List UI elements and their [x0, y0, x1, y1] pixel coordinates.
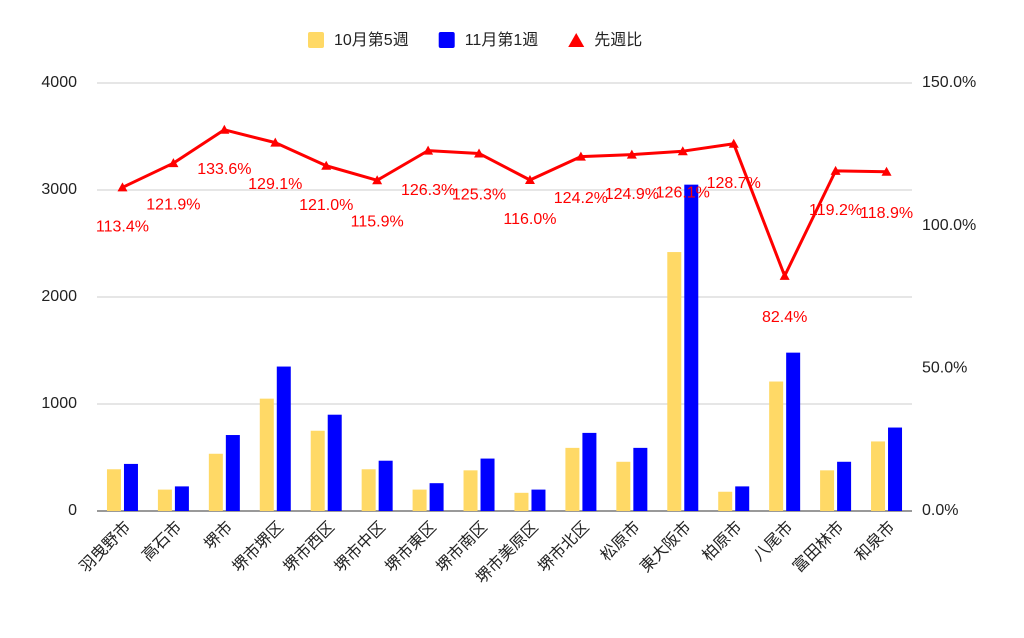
- x-tick-label: 和泉市: [852, 518, 899, 565]
- line-marker: [474, 148, 485, 158]
- bar: [820, 470, 835, 511]
- data-label: 128.7%: [707, 175, 761, 192]
- bar: [735, 486, 750, 511]
- data-label: 126.3%: [401, 182, 455, 199]
- legend-label: 11月第1週: [465, 31, 539, 49]
- y-tick-label: 3000: [41, 181, 77, 198]
- x-tick-label: 堺市北区: [535, 518, 593, 576]
- line: [121, 128, 887, 278]
- legend-marker: [438, 32, 455, 48]
- line-marker: [270, 137, 281, 147]
- bar: [786, 352, 801, 511]
- bar: [718, 491, 733, 511]
- data-label: 119.2%: [809, 202, 862, 219]
- bar: [565, 447, 580, 511]
- bar: [259, 398, 274, 511]
- bar: [667, 252, 682, 511]
- x-tick-label: 堺市堺区: [229, 518, 287, 576]
- y2-tick-label: 100.0%: [922, 217, 976, 234]
- x-tick-label: 富田林市: [789, 518, 847, 576]
- data-label: 115.9%: [351, 214, 404, 231]
- line-marker: [372, 175, 383, 185]
- data-label: 82.4%: [762, 309, 807, 326]
- data-label: 133.6%: [197, 161, 251, 178]
- data-label: 116.0%: [503, 211, 556, 228]
- bar: [174, 486, 189, 511]
- y-tick-label: 4000: [41, 74, 77, 91]
- x-tick-label: 八尾市: [750, 518, 797, 565]
- x-tick-label: 堺市中区: [331, 518, 389, 576]
- line-marker: [626, 149, 637, 159]
- data-label: 121.0%: [299, 197, 353, 214]
- y-tick-label: 2000: [41, 288, 77, 305]
- data-label: 121.9%: [146, 196, 200, 213]
- x-tick-label: 高石市: [139, 518, 186, 565]
- bar: [276, 366, 291, 511]
- bar: [871, 441, 886, 511]
- data-label: 113.4%: [96, 219, 149, 236]
- bar: [361, 469, 376, 511]
- bar: [157, 489, 172, 511]
- x-tick-label: 堺市西区: [280, 518, 338, 576]
- bar: [106, 469, 121, 511]
- bar: [480, 458, 495, 511]
- line-marker: [779, 270, 790, 280]
- legend-marker: [568, 33, 585, 47]
- y2-tick-label: 50.0%: [922, 360, 967, 377]
- bar: [633, 447, 648, 511]
- line-marker: [117, 182, 128, 192]
- legend-label: 先週比: [594, 31, 642, 49]
- x-tick-label: 堺市東区: [382, 518, 440, 576]
- bar: [888, 427, 903, 511]
- bar: [837, 461, 852, 511]
- bar: [769, 381, 784, 511]
- x-tick-label: 堺市: [201, 518, 236, 553]
- x-tick-label: 松原市: [597, 518, 644, 565]
- y-tick-label: 1000: [41, 395, 77, 412]
- bar: [310, 430, 325, 511]
- data-label: 129.1%: [248, 176, 302, 193]
- bar: [514, 492, 529, 511]
- x-tick-label: 東大阪市: [637, 518, 695, 576]
- bar: [123, 463, 138, 511]
- x-tick-label: 柏原市: [699, 518, 746, 565]
- line-marker: [830, 165, 841, 175]
- bar: [531, 489, 546, 511]
- bar: [684, 184, 699, 511]
- bar: [582, 432, 597, 511]
- line-marker: [423, 145, 434, 155]
- line-marker: [677, 146, 688, 156]
- x-tick-label: 羽曳野市: [76, 518, 134, 576]
- bar: [225, 435, 240, 511]
- bar: [616, 461, 631, 511]
- line-marker: [321, 160, 332, 170]
- bar: [378, 460, 393, 511]
- bar: [429, 483, 444, 511]
- line-marker: [881, 166, 892, 176]
- legend-marker: [308, 32, 324, 48]
- line-marker: [728, 138, 739, 148]
- bar: [208, 453, 223, 511]
- y2-tick-label: 0.0%: [922, 502, 958, 519]
- data-label: 125.3%: [452, 187, 506, 204]
- bar: [327, 414, 342, 511]
- data-label: 126.1%: [656, 184, 710, 201]
- legend-label: 10月第5週: [334, 31, 409, 49]
- y2-tick-label: 150.0%: [922, 74, 976, 91]
- data-label: 124.9%: [605, 186, 659, 203]
- data-label: 124.2%: [554, 190, 608, 207]
- line-marker: [575, 151, 586, 161]
- bar: [463, 470, 478, 511]
- bar: [412, 489, 427, 511]
- data-label: 118.9%: [860, 205, 913, 222]
- line-marker: [524, 175, 535, 185]
- line-marker: [168, 158, 179, 168]
- line-marker: [219, 124, 230, 134]
- y-tick-label: 0: [68, 502, 77, 519]
